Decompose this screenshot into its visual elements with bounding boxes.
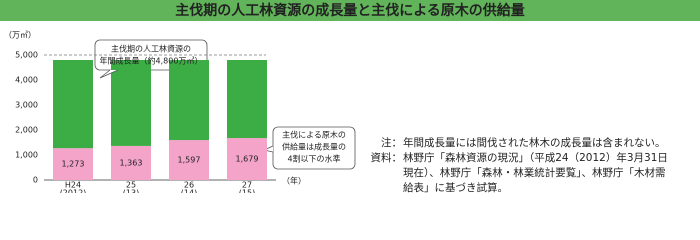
note-text: 現在）、林野庁「森林・林業統計要覧」、林野庁「木材需	[403, 166, 666, 179]
x-tick-label: 26	[184, 181, 194, 190]
note-label: 注：	[381, 136, 402, 149]
bar-segment	[111, 145, 151, 180]
annotation-text: 供給量は成長量の	[282, 142, 346, 152]
annotation-text: 年間成長量（約4,800万㎥）	[100, 56, 203, 66]
bar-segment	[169, 60, 209, 141]
x-tick-label: H24	[65, 181, 81, 190]
y-tick-label: 2,000	[15, 126, 38, 135]
value-label: 1,679	[236, 155, 259, 164]
x-tick-sublabel: (15)	[239, 189, 255, 194]
bar-segment	[53, 148, 93, 180]
annotation-text: 主伐期の人工林資源の	[111, 44, 191, 54]
bar-segment	[169, 140, 209, 180]
title-bar	[0, 0, 700, 21]
y-unit: （万㎥）	[4, 31, 36, 40]
y-tick-label: 5,000	[15, 51, 38, 60]
bar-segment	[53, 60, 93, 149]
x-unit: （年）	[282, 176, 306, 186]
note-text: 給表」に基づき試算。	[403, 181, 508, 193]
bar-segment	[227, 60, 267, 139]
note-label: 資料：	[371, 151, 403, 164]
annotation-text: 主伐による原木の	[282, 130, 346, 140]
x-tick-sublabel: (2012)	[60, 189, 87, 194]
x-tick-label: 27	[242, 181, 252, 190]
value-label: 1,597	[178, 156, 201, 165]
x-tick-sublabel: (13)	[123, 189, 139, 194]
callout-pointer	[99, 69, 119, 79]
y-tick-label: 0	[33, 176, 38, 185]
note-text: 林野庁「森林資源の現況」（平成24（2012）年3月31日	[403, 151, 668, 164]
x-tick-sublabel: (14)	[181, 189, 197, 194]
y-tick-label: 4,000	[15, 76, 38, 85]
note-text: 年間成長量には間伐された林木の成長量は含まれない。	[403, 136, 666, 149]
bar-segment	[111, 60, 151, 146]
chart: 主伐期の人工林資源の成長量と主伐による原木の供給量 （万㎥） （年） 0 1,00…	[0, 0, 700, 193]
bar-segment	[227, 138, 267, 180]
chart-title: 主伐期の人工林資源の成長量と主伐による原木の供給量	[175, 2, 525, 19]
annotation-text: 4割以下の水準	[287, 154, 340, 164]
value-label: 1,273	[62, 160, 85, 169]
x-tick-label: 25	[126, 181, 136, 190]
value-label: 1,363	[120, 158, 143, 167]
y-tick-label: 3,000	[15, 101, 38, 110]
y-tick-label: 1,000	[15, 151, 38, 160]
